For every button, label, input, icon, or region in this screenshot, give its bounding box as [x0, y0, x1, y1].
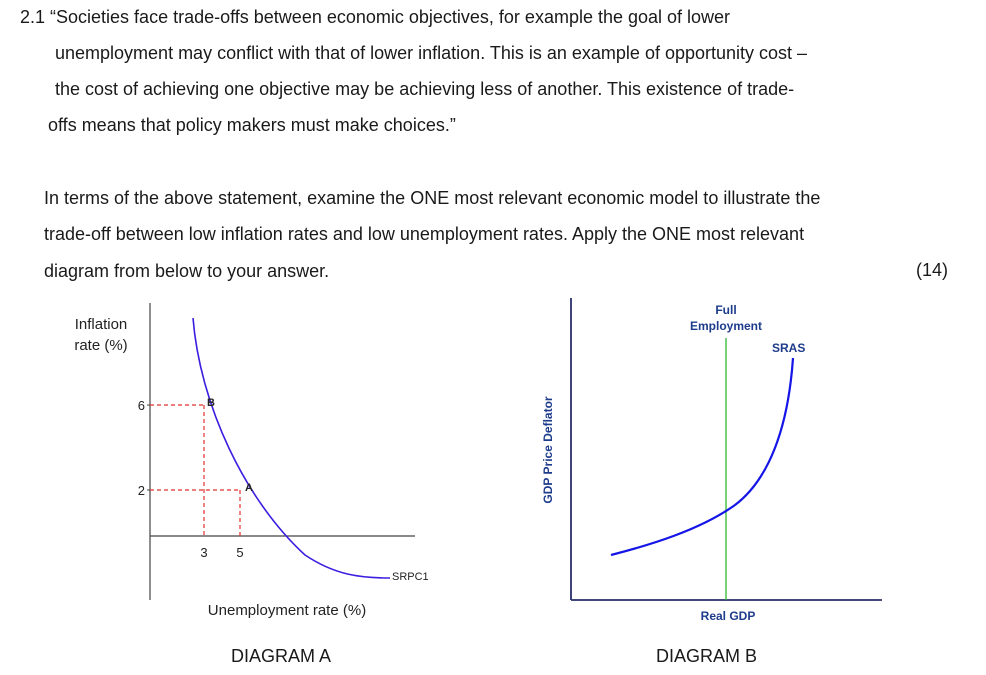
quote-line-2: unemployment may conflict with that of l…	[55, 43, 808, 63]
diagram-b-caption: DIAGRAM B	[656, 646, 758, 666]
diagram-b-sras-label: SRAS	[772, 341, 805, 355]
diagram-b-chart: GDP Price Deflator Full Employment SRAS …	[541, 298, 882, 623]
diagram-a-point-b-label: B	[207, 397, 215, 409]
diagram-a-caption: DIAGRAM A	[231, 646, 332, 666]
marks-allocation: (14)	[915, 260, 948, 280]
quote-line-3: the cost of achieving one objective may …	[55, 79, 795, 99]
diagram-a-srpc-label: SRPC1	[392, 571, 429, 583]
diagram-a-y-tick-label-2: 2	[138, 483, 145, 498]
diagram-b-ylabel: GDP Price Deflator	[541, 396, 555, 503]
diagram-a-ylabel-line-2: rate (%)	[74, 337, 127, 354]
quote-line-4: offs means that policy makers must make …	[48, 115, 456, 135]
diagram-a-ylabel-line-1: Inflation	[75, 316, 128, 333]
question-line-3: diagram from below to your answer.	[44, 261, 330, 281]
diagram-a-y-tick-label-6: 6	[138, 398, 145, 413]
question-line-2: trade-off between low inflation rates an…	[44, 224, 805, 244]
diagram-b-full-employment-label-line-2: Employment	[690, 319, 762, 333]
diagram-a-xlabel: Unemployment rate (%)	[208, 602, 366, 619]
question-line-1: In terms of the above statement, examine…	[44, 188, 821, 208]
quote-line-1: 2.1 “Societies face trade-offs between e…	[20, 7, 731, 27]
diagram-a-chart: Inflation rate (%) 6 2 3 5 B A SRPC1 Une…	[74, 303, 429, 619]
diagram-b-xlabel: Real GDP	[701, 609, 756, 623]
diagram-a-x-tick-label-5: 5	[236, 545, 243, 560]
diagram-b-full-employment-label-line-1: Full	[715, 303, 736, 317]
diagram-b-sras-curve	[610, 357, 795, 557]
diagram-a-point-a-label: A	[245, 482, 253, 494]
diagram-a-srpc-curve	[192, 317, 391, 579]
diagram-a-x-tick-label-3: 3	[200, 545, 207, 560]
